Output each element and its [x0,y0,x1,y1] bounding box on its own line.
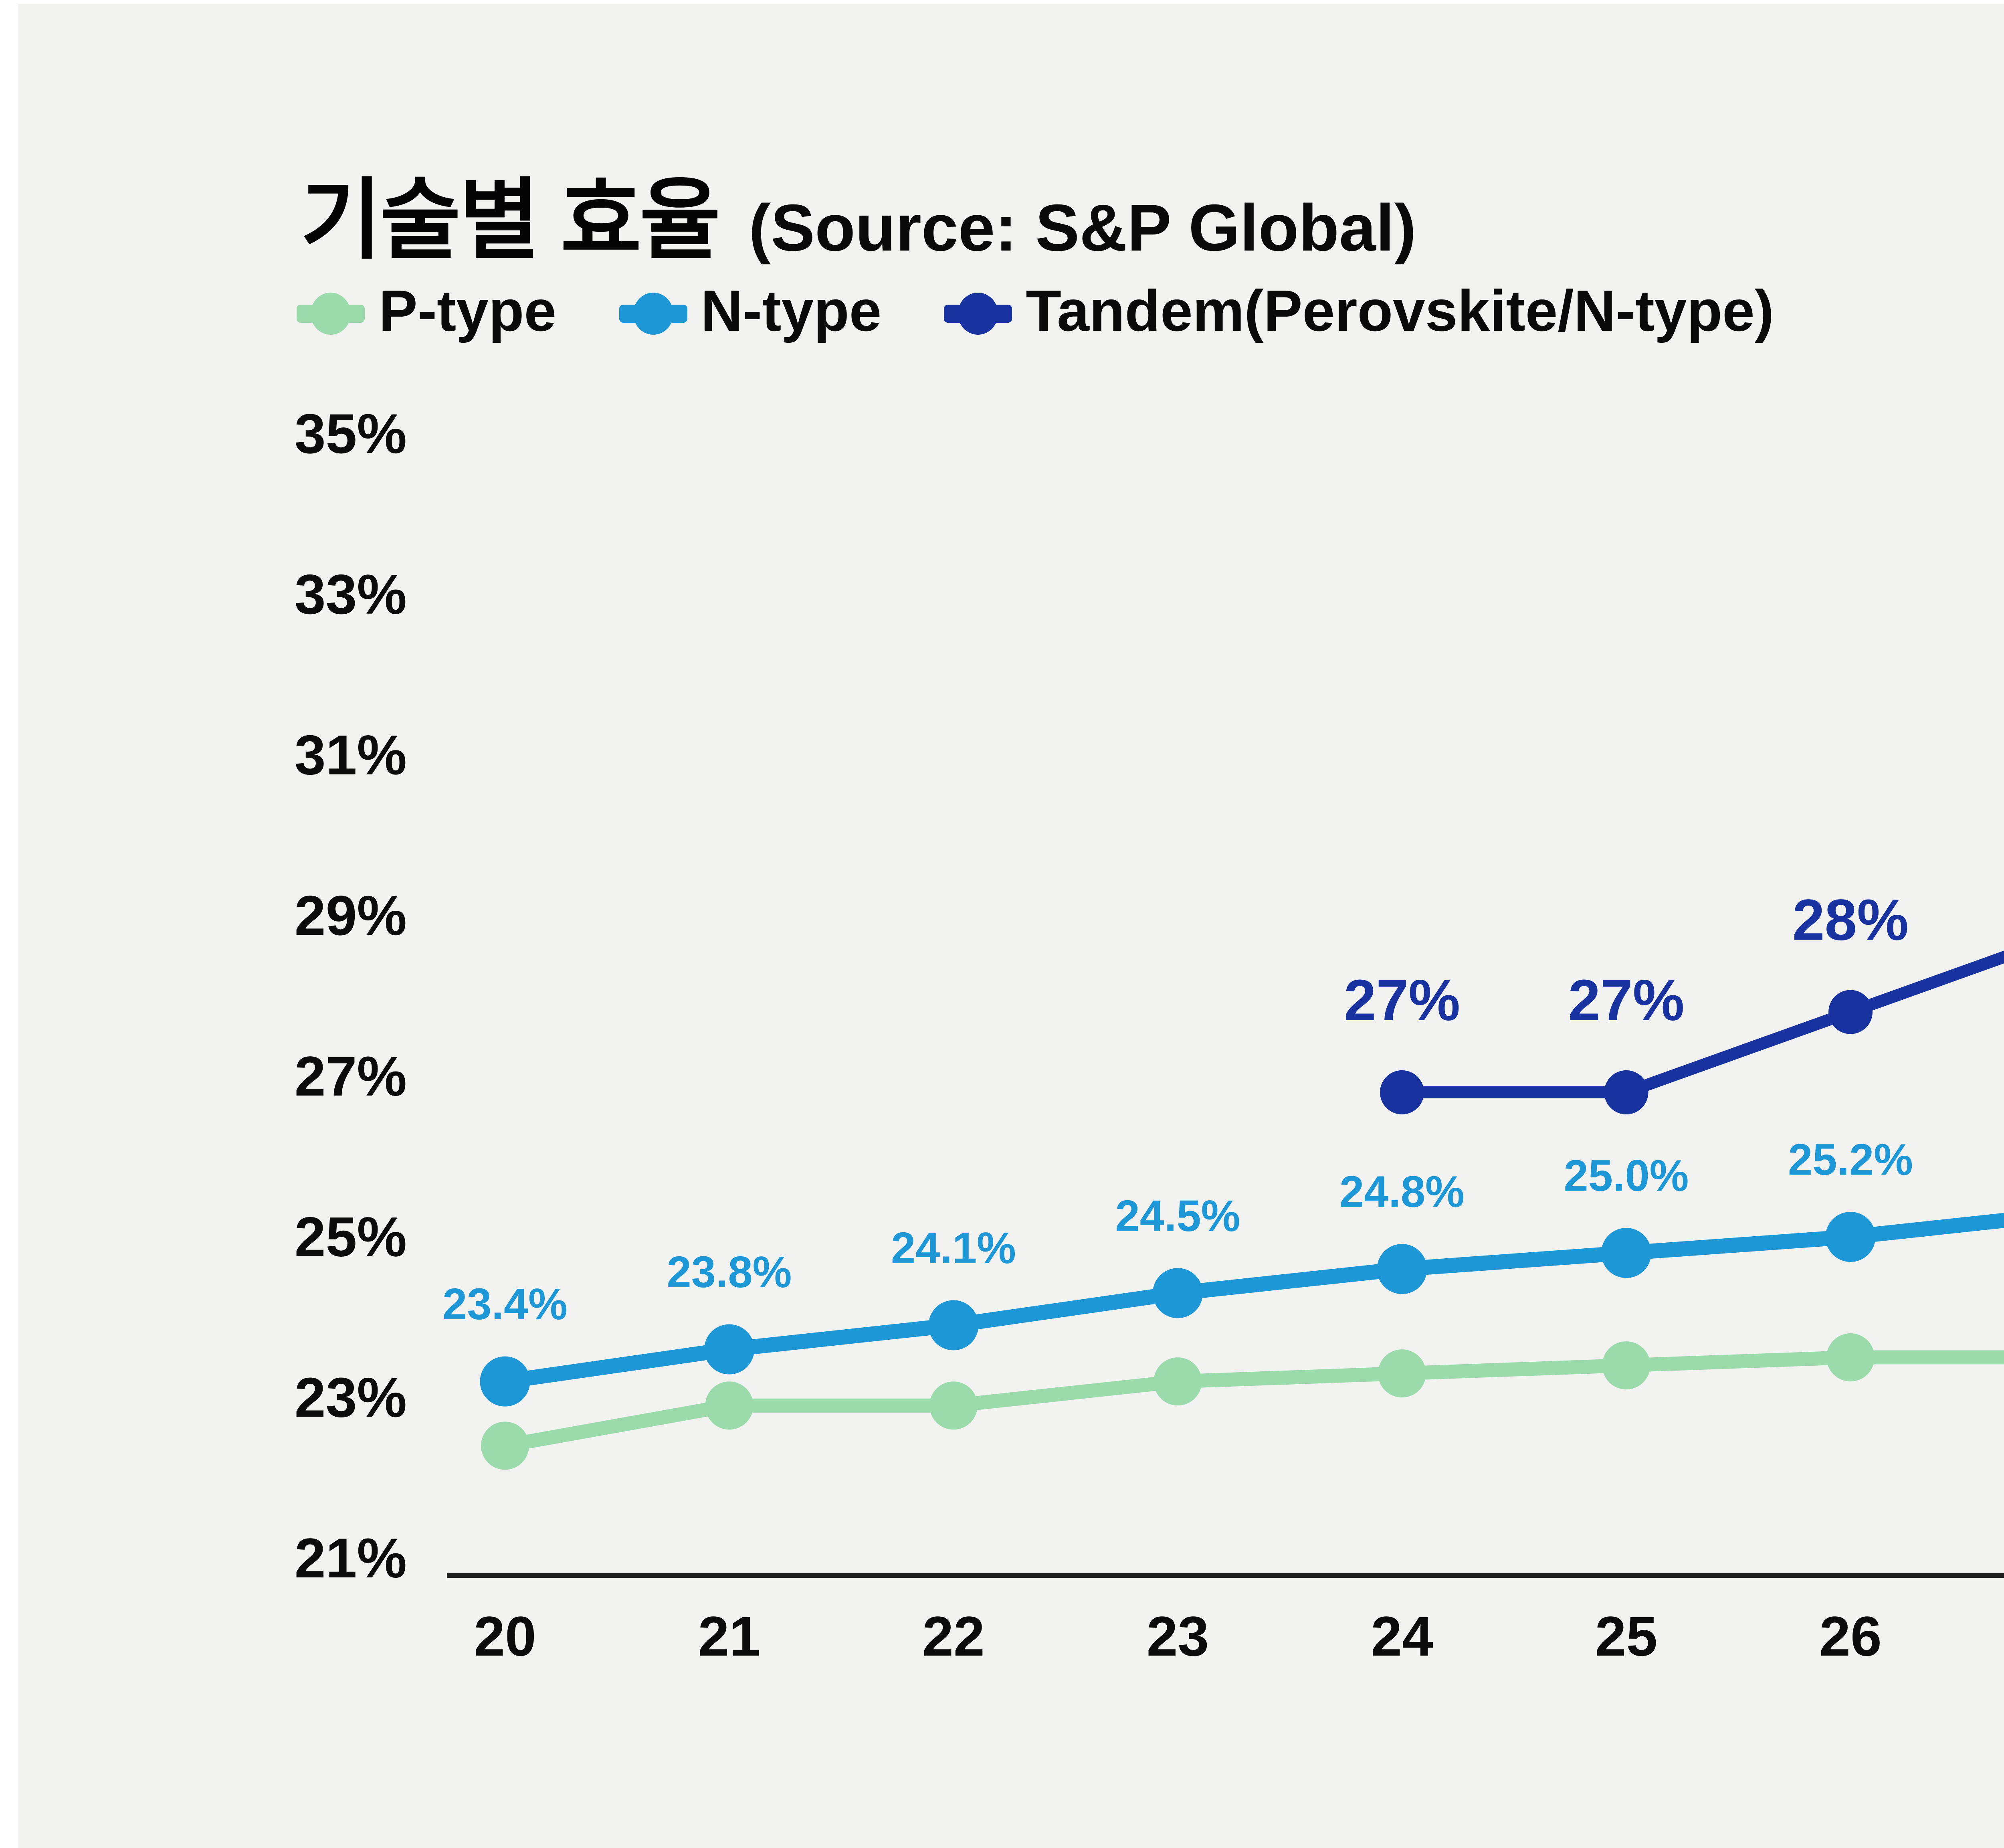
data-point-label: 23.4% [442,1280,568,1329]
data-point [1604,1070,1648,1114]
data-point [481,1421,529,1470]
data-point-label: 24.5% [1115,1191,1240,1241]
chart-header: 기술별 효율 (Source: S&P Global) [301,148,1416,277]
legend-item-n-type: N-type [618,281,881,347]
x-axis-tick-label: 22 [922,1605,985,1668]
x-axis-tick-label: 20 [474,1605,536,1668]
data-point-label: 23.8% [667,1248,792,1297]
x-axis-tick-label: 25 [1595,1605,1658,1668]
data-point [1825,1212,1876,1262]
data-point-label: 27% [1568,968,1684,1033]
data-point [705,1381,754,1430]
x-axis-tick-label: 26 [1819,1605,1882,1668]
page-title: 기술별 효율 [301,172,721,271]
y-axis-tick-label: 23% [295,1366,407,1429]
y-axis-tick-label: 25% [295,1205,407,1268]
legend-item-p-type: P-type [297,281,556,347]
data-point [480,1356,530,1407]
y-axis-tick-label: 21% [295,1527,407,1589]
legend-label: Tandem(Perovskite/N-type) [1026,281,1774,345]
x-axis-tick-label: 21 [698,1605,761,1668]
data-point [1154,1357,1202,1406]
y-axis-tick-label: 31% [295,724,407,787]
legend-item-tandem-perovskite-n-type: Tandem(Perovskite/N-type) [943,281,1774,347]
data-point-label: 28% [1792,888,1909,952]
data-point-label: 25.2% [1788,1135,1913,1185]
legend-line-dot-icon [943,292,1012,336]
data-point [1378,1349,1426,1398]
x-axis-tick-label: 23 [1147,1605,1209,1668]
legend-label: P-type [379,281,557,345]
data-point [1377,1244,1427,1294]
data-point [1828,990,1873,1034]
y-axis-tick-label: 35% [295,402,407,465]
data-point [928,1300,979,1351]
legend-line-dot-icon [297,292,365,336]
y-axis-tick-label: 29% [295,884,407,947]
data-point [1380,1070,1424,1114]
data-point [1602,1341,1650,1390]
source-note: (Source: S&P Global) [749,190,1416,265]
data-point-label: 24.1% [891,1223,1016,1273]
data-point-label: 24.8% [1339,1167,1465,1217]
legend: P-type N-type Tandem(Perovskite/N-type) [297,281,1836,347]
data-point [929,1381,978,1430]
y-axis-tick-label: 33% [295,563,407,626]
legend-label: N-type [701,281,882,345]
x-axis-tick-label: 24 [1371,1605,1433,1668]
data-point [1153,1268,1203,1318]
data-point [1826,1333,1875,1382]
data-point [1601,1228,1651,1278]
series-line-tandem [1396,950,2004,1098]
data-point-label: 25.0% [1564,1151,1689,1201]
data-point-label: 27% [1344,968,1460,1033]
legend-line-dot-icon [618,292,687,336]
data-point [704,1324,754,1375]
y-axis-tick-label: 27% [295,1045,407,1108]
